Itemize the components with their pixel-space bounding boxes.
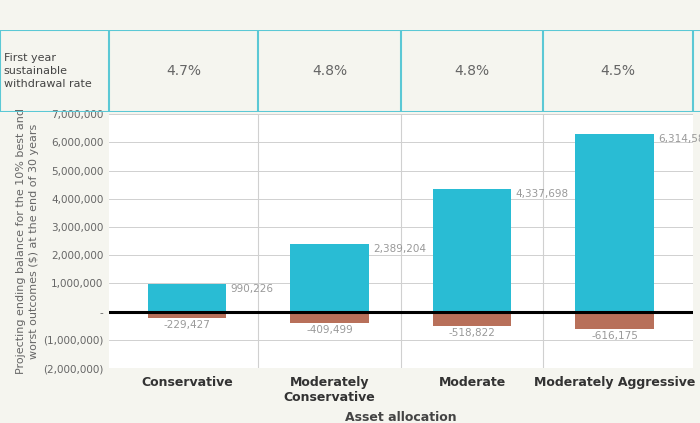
Bar [148, 284, 226, 312]
Text: 6,314,588: 6,314,588 [658, 134, 700, 143]
Y-axis label: Projecting ending balance for the 10% best and
worst outcomes ($) at the end of : Projecting ending balance for the 10% be… [16, 108, 39, 374]
Bar [148, 312, 226, 318]
Text: 4,337,698: 4,337,698 [515, 189, 568, 199]
Bar [290, 244, 369, 312]
Text: -518,822: -518,822 [449, 328, 496, 338]
Text: 4.5%: 4.5% [601, 64, 636, 78]
Text: 4.7%: 4.7% [166, 64, 201, 78]
Bar [433, 189, 511, 312]
Text: 2,389,204: 2,389,204 [373, 244, 426, 254]
Text: First year
sustainable
withdrawal rate: First year sustainable withdrawal rate [4, 52, 91, 89]
Text: -229,427: -229,427 [164, 320, 210, 330]
Text: 990,226: 990,226 [230, 284, 274, 294]
Bar [575, 312, 654, 329]
Bar [433, 312, 511, 326]
Text: 4.8%: 4.8% [454, 64, 489, 78]
Text: -409,499: -409,499 [306, 325, 353, 335]
Bar [290, 312, 369, 323]
Text: -616,175: -616,175 [592, 330, 638, 341]
X-axis label: Asset allocation: Asset allocation [345, 411, 456, 423]
Text: 4.8%: 4.8% [312, 64, 347, 78]
Bar [575, 134, 654, 312]
